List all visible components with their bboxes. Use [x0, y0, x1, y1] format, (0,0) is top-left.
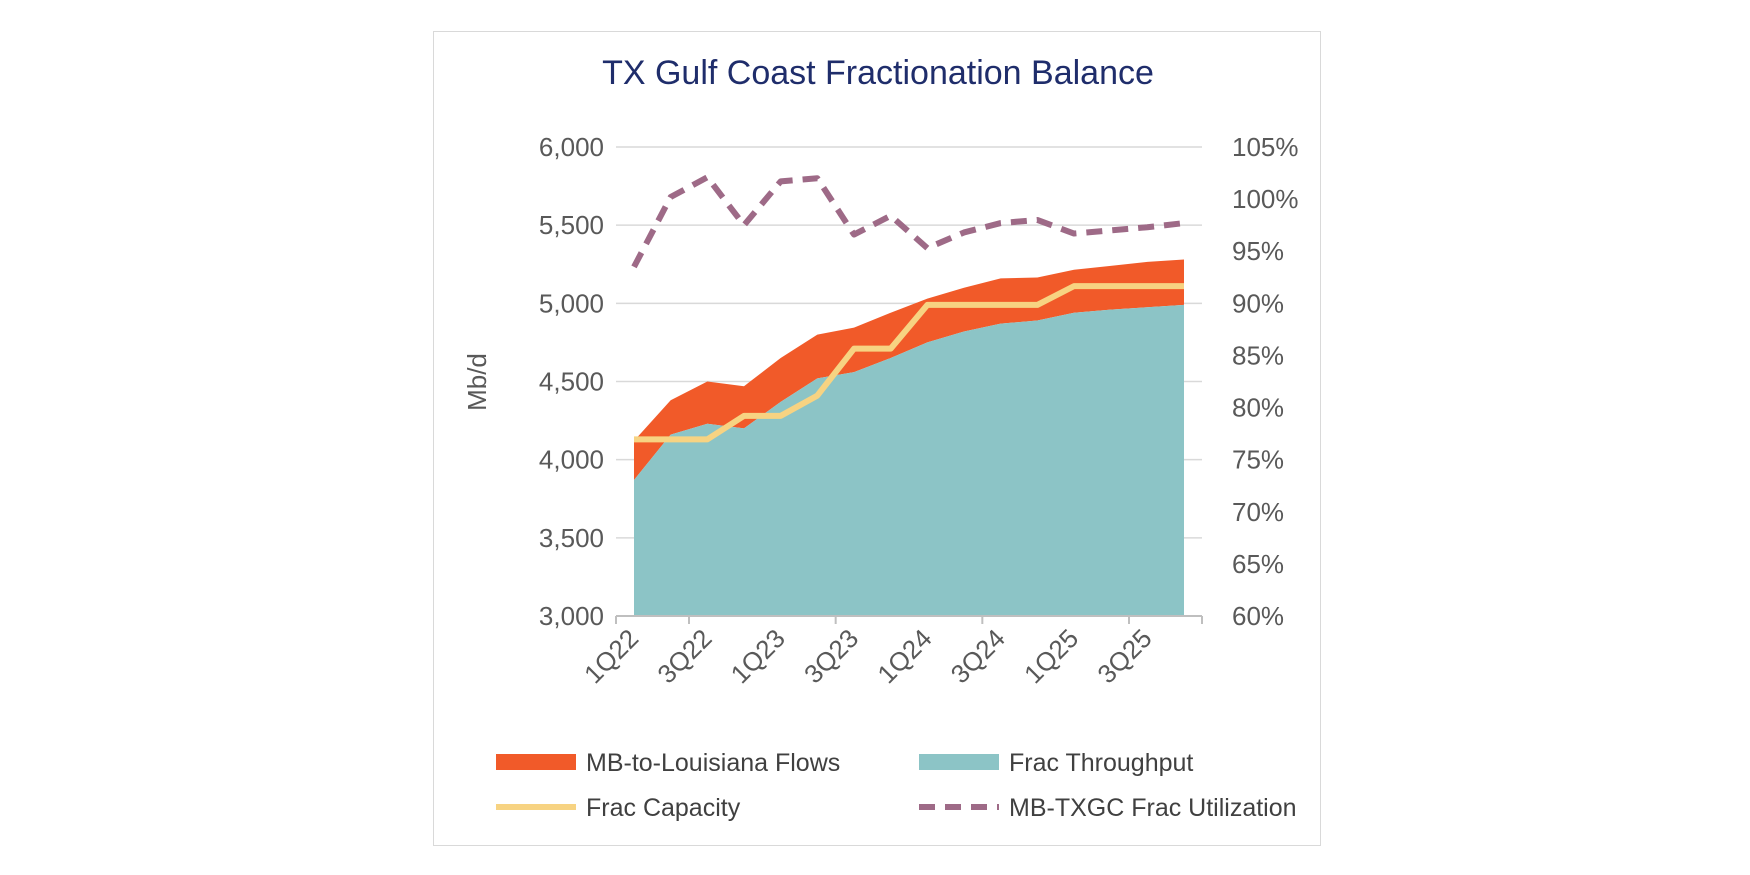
- y2-tick-label: 75%: [1232, 445, 1284, 475]
- x-tick-label: 3Q24: [945, 623, 1011, 689]
- axes: [615, 615, 1203, 624]
- x-tick-label: 3Q25: [1091, 623, 1157, 689]
- y-tick-label: 4,000: [539, 445, 604, 475]
- y-tick-label: 3,000: [539, 601, 604, 631]
- x-tick-label: 1Q24: [871, 623, 937, 689]
- legend-label: MB-to-Louisiana Flows: [586, 749, 840, 777]
- series-area-frac-throughput: [634, 304, 1184, 616]
- y-tick-label: 4,500: [539, 367, 604, 397]
- y2-tick-label: 85%: [1232, 340, 1284, 370]
- x-tick-label: 3Q22: [651, 623, 717, 689]
- y2-tick-label: 65%: [1232, 549, 1284, 579]
- y2-tick-label: 70%: [1232, 497, 1284, 527]
- y-tick-label: 6,000: [539, 132, 604, 162]
- legend-swatch: [919, 754, 999, 770]
- x-tick-label: 3Q23: [798, 623, 864, 689]
- series-areas: [634, 259, 1184, 616]
- y-tick-label: 5,000: [539, 288, 604, 318]
- legend: MB-to-Louisiana Flows Frac Throughput Frac…: [496, 749, 1297, 822]
- y-tick-label: 5,500: [539, 210, 604, 240]
- chart-svg: TX Gulf Coast Fractionation Balance 3,00…: [462, 54, 1299, 822]
- x-tick-label: 1Q22: [578, 623, 644, 689]
- series-lines: [631, 174, 1185, 443]
- legend-label: Frac Throughput: [1009, 749, 1193, 777]
- legend-label: Frac Capacity: [586, 794, 741, 822]
- x-tick-label: 1Q23: [725, 623, 791, 689]
- y2-tick-label: 60%: [1232, 601, 1284, 631]
- y-axis-label: Mb/d: [462, 353, 492, 411]
- legend-label: MB-TXGC Frac Utilization: [1009, 794, 1297, 822]
- left-axis-tick-labels: 3,000 3,500 4,000 4,500 5,000 5,500 6,000: [539, 132, 604, 631]
- y2-tick-label: 105%: [1232, 132, 1299, 162]
- x-axis-tick-labels: 1Q22 3Q22 1Q23 3Q23 1Q24 3Q24 1Q25 3Q25: [578, 623, 1158, 689]
- series-line-frac-capacity: [634, 283, 1184, 443]
- legend-swatch: [496, 754, 576, 770]
- y2-tick-label: 80%: [1232, 393, 1284, 423]
- chart-title: TX Gulf Coast Fractionation Balance: [602, 54, 1154, 92]
- y2-tick-label: 100%: [1232, 184, 1299, 214]
- series-line-frac-utilization: [631, 174, 1185, 269]
- series-area-mb-to-louisiana: [634, 259, 1184, 480]
- y2-tick-label: 95%: [1232, 236, 1284, 266]
- x-tick-label: 1Q25: [1018, 623, 1084, 689]
- chart-frame: TX Gulf Coast Fractionation Balance 3,00…: [433, 31, 1321, 846]
- right-axis-tick-labels: 60% 65% 70% 75% 80% 85% 90% 95% 100% 105%: [1232, 132, 1299, 631]
- y2-tick-label: 90%: [1232, 288, 1284, 318]
- y-tick-label: 3,500: [539, 523, 604, 553]
